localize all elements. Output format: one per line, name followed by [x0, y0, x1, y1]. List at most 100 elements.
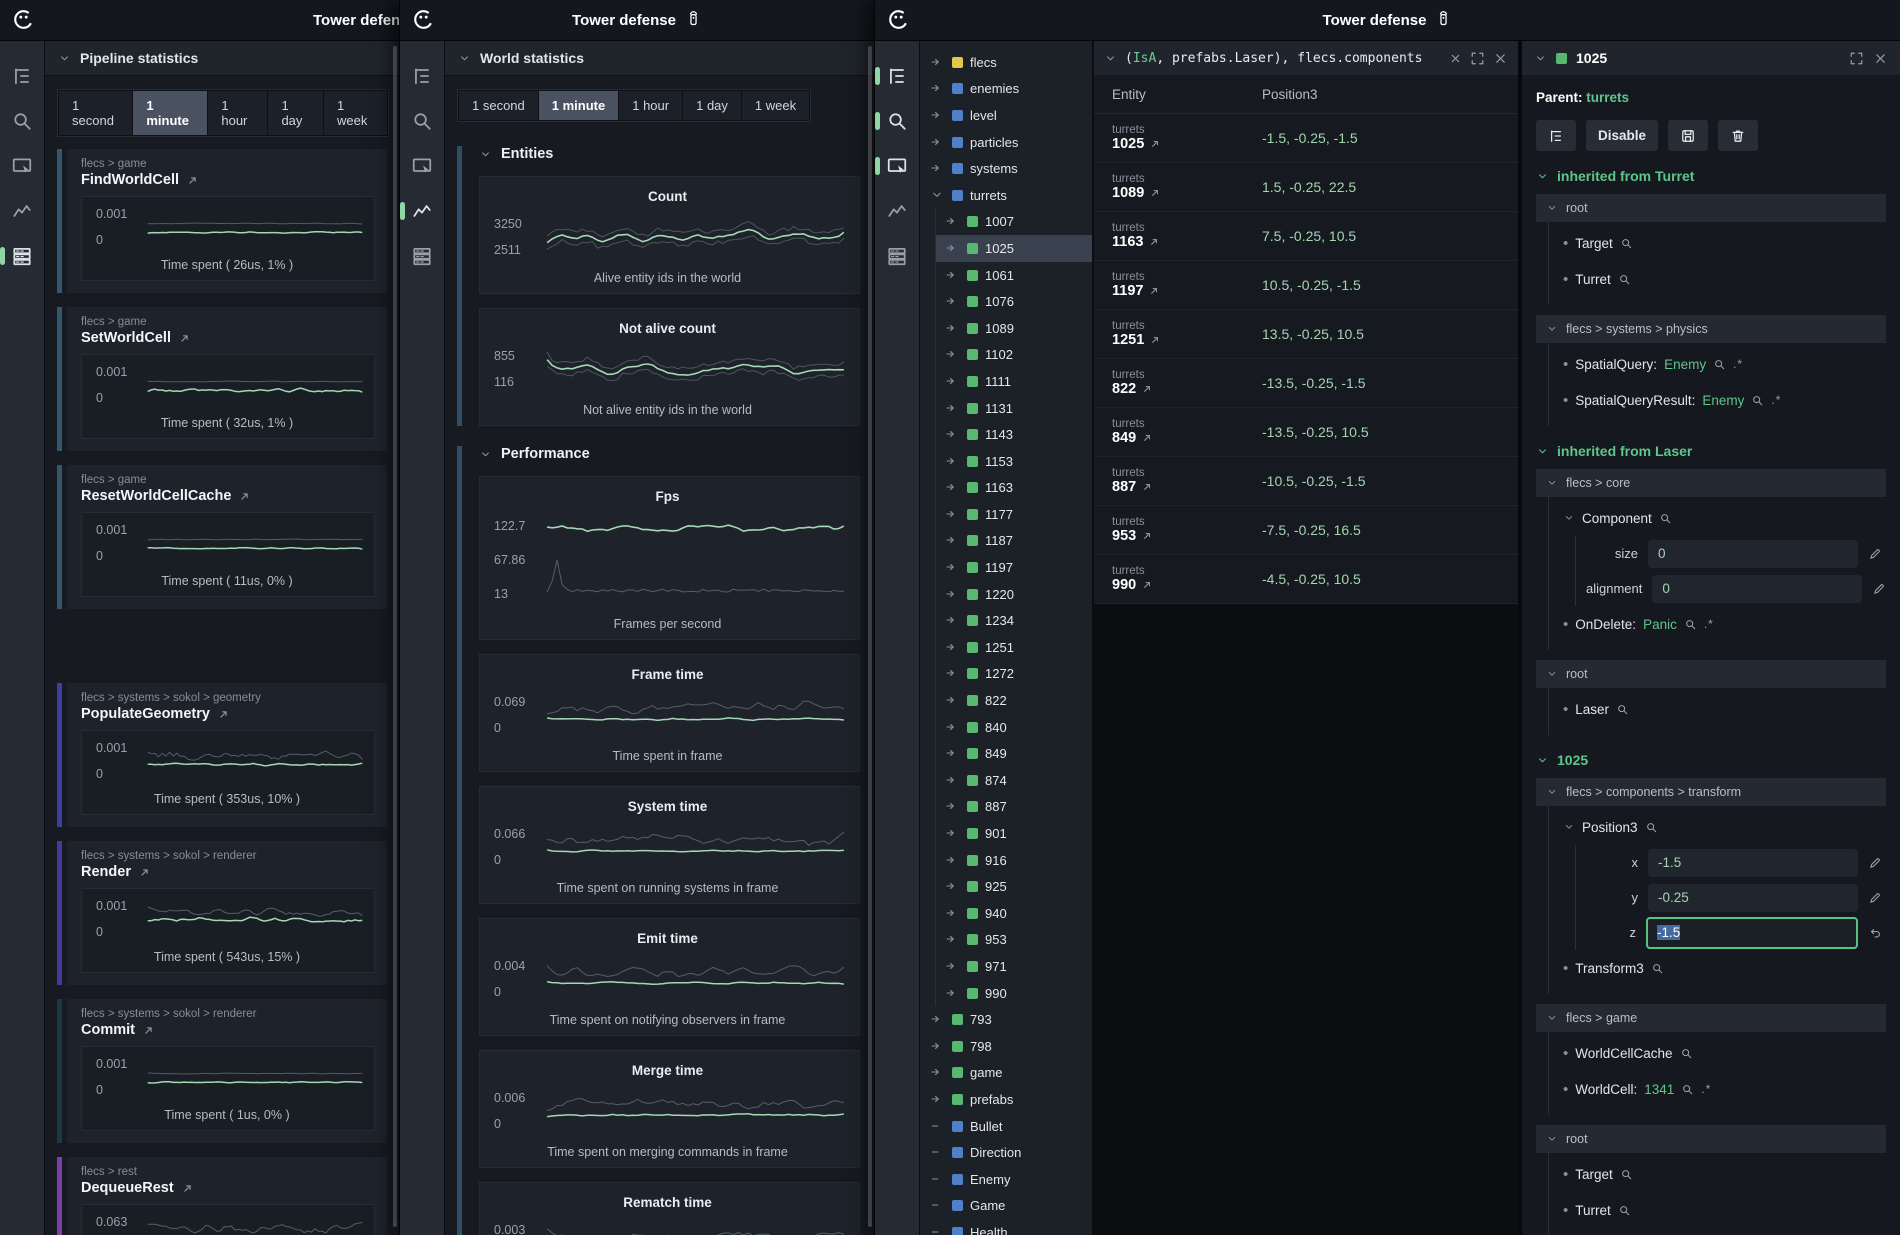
tree-item-793[interactable]: 793 [920, 1006, 1092, 1033]
search-icon[interactable] [1645, 821, 1658, 834]
tree-item-849[interactable]: 849 [936, 740, 1092, 767]
expand-arrow-icon[interactable] [945, 347, 960, 362]
tree-item-901[interactable]: 901 [936, 820, 1092, 847]
expand-arrow-icon[interactable] [945, 321, 960, 336]
query-expression[interactable]: (IsA, prefabs.Laser), flecs.components [1125, 50, 1423, 66]
tree-item-1007[interactable]: 1007 [936, 209, 1092, 236]
disable-button[interactable]: Disable [1586, 120, 1659, 151]
tree-item-990[interactable]: 990 [936, 980, 1092, 1007]
tree-item-Bullet[interactable]: Bullet [920, 1113, 1092, 1140]
pair-target-link[interactable]: Enemy [1664, 356, 1707, 372]
tab-1-second[interactable]: 1 second [459, 91, 538, 120]
tree-item-1143[interactable]: 1143 [936, 421, 1092, 448]
field-input-y[interactable]: -0.25 [1648, 883, 1858, 912]
external-link-icon[interactable] [181, 1182, 194, 1195]
expand-arrow-icon[interactable] [945, 666, 960, 681]
component-group-header[interactable]: root [1536, 660, 1886, 688]
entity-id-link[interactable]: 953 [1112, 528, 1262, 544]
search-icon[interactable] [11, 110, 33, 132]
tab-1-minute[interactable]: 1 minute [133, 91, 208, 135]
tab-1-hour[interactable]: 1 hour [619, 91, 683, 120]
tree-item-971[interactable]: 971 [936, 953, 1092, 980]
screen-cursor-icon[interactable] [875, 155, 908, 177]
chevron-down-icon[interactable] [930, 188, 945, 203]
chart-line-icon[interactable] [11, 200, 33, 222]
tree-item-840[interactable]: 840 [936, 714, 1092, 741]
tree-item-1102[interactable]: 1102 [936, 342, 1092, 369]
chart-line-icon[interactable] [400, 200, 433, 222]
expand-arrow-icon[interactable] [945, 560, 960, 575]
expand-arrow-icon[interactable] [945, 374, 960, 389]
search-icon[interactable] [1681, 1083, 1694, 1096]
tab-1-hour[interactable]: 1 hour [208, 91, 268, 135]
tree-item-1111[interactable]: 1111 [936, 368, 1092, 395]
entity-id-link[interactable]: 1251 [1112, 332, 1262, 348]
chevron-down-icon[interactable] [1104, 52, 1117, 65]
external-link-icon[interactable] [1149, 187, 1161, 199]
tab-1-second[interactable]: 1 second [59, 91, 133, 135]
field-input-alignment[interactable]: 0 [1652, 574, 1863, 603]
expand-arrow-icon[interactable] [945, 906, 960, 921]
query-entity-cell[interactable]: turrets 1163 [1094, 222, 1262, 250]
expand-arrow-icon[interactable] [945, 853, 960, 868]
tree-view-button[interactable] [1536, 120, 1576, 151]
statistics-icon[interactable] [886, 245, 908, 267]
tree-item-1177[interactable]: 1177 [936, 501, 1092, 528]
screen-cursor-icon[interactable] [411, 155, 433, 177]
expand-arrow-icon[interactable] [930, 81, 945, 96]
tree-item-prefabs[interactable]: prefabs [920, 1086, 1092, 1113]
field-input-size[interactable]: 0 [1648, 539, 1858, 568]
query-entity-cell[interactable]: turrets 822 [1094, 369, 1262, 397]
entity-id-link[interactable]: 1163 [1112, 234, 1262, 250]
tree-item-1234[interactable]: 1234 [936, 607, 1092, 634]
tree-item-1153[interactable]: 1153 [936, 448, 1092, 475]
chart-line-icon[interactable] [886, 200, 908, 222]
search-icon[interactable] [1751, 394, 1764, 407]
tab-1-day[interactable]: 1 day [268, 91, 324, 135]
panel-header[interactable]: World statistics [445, 41, 874, 76]
edit-pencil-icon[interactable] [1872, 582, 1890, 596]
tree-item-level[interactable]: level [920, 102, 1092, 129]
tree-item-874[interactable]: 874 [936, 767, 1092, 794]
external-link-icon[interactable] [1141, 579, 1153, 591]
inspector-section-header[interactable]: 1025 [1536, 752, 1886, 768]
expand-arrow-icon[interactable] [945, 427, 960, 442]
tree-item-Enemy[interactable]: Enemy [920, 1166, 1092, 1193]
external-link-icon[interactable] [142, 1024, 155, 1037]
tree-icon[interactable] [11, 65, 33, 87]
query-entity-cell[interactable]: turrets 1089 [1094, 173, 1262, 201]
inspector-section-header[interactable]: inherited from Turret [1536, 168, 1886, 184]
pair-target-link[interactable]: 1341 [1644, 1081, 1675, 1097]
component-group-header[interactable]: flecs > game [1536, 1004, 1886, 1032]
pair-target-link[interactable]: Enemy [1702, 392, 1745, 408]
tree-item-systems[interactable]: systems [920, 155, 1092, 182]
tree-item-game[interactable]: game [920, 1060, 1092, 1087]
search-icon[interactable] [875, 110, 908, 132]
search-icon[interactable] [1684, 618, 1697, 631]
external-link-icon[interactable] [186, 174, 199, 187]
external-link-icon[interactable] [138, 866, 151, 879]
query-entity-cell[interactable]: turrets 1251 [1094, 320, 1262, 348]
pair-wildcard-icon[interactable]: .* [1733, 357, 1744, 371]
tree-item-1025[interactable]: 1025 [936, 235, 1092, 262]
expand-arrow-icon[interactable] [930, 108, 945, 123]
tree-item-1089[interactable]: 1089 [936, 315, 1092, 342]
expand-arrow-icon[interactable] [945, 613, 960, 628]
panel-header[interactable]: Pipeline statistics [45, 41, 399, 76]
search-icon[interactable] [411, 110, 433, 132]
search-icon[interactable] [1680, 1047, 1693, 1060]
tab-1-day[interactable]: 1 day [683, 91, 741, 120]
external-link-icon[interactable] [1149, 138, 1161, 150]
entity-id-link[interactable]: 990 [1112, 577, 1262, 593]
external-link-icon[interactable] [1141, 481, 1153, 493]
close-panel-icon[interactable] [1873, 51, 1888, 66]
tree-item-1272[interactable]: 1272 [936, 661, 1092, 688]
edit-pencil-icon[interactable] [1868, 891, 1886, 905]
tree-item-Game[interactable]: Game [920, 1193, 1092, 1220]
query-entity-cell[interactable]: turrets 849 [1094, 418, 1262, 446]
query-entity-cell[interactable]: turrets 1025 [1094, 124, 1262, 152]
expand-arrow-icon[interactable] [930, 1092, 945, 1107]
tree-item-1131[interactable]: 1131 [936, 395, 1092, 422]
expand-arrow-icon[interactable] [945, 826, 960, 841]
search-icon[interactable] [1651, 962, 1664, 975]
